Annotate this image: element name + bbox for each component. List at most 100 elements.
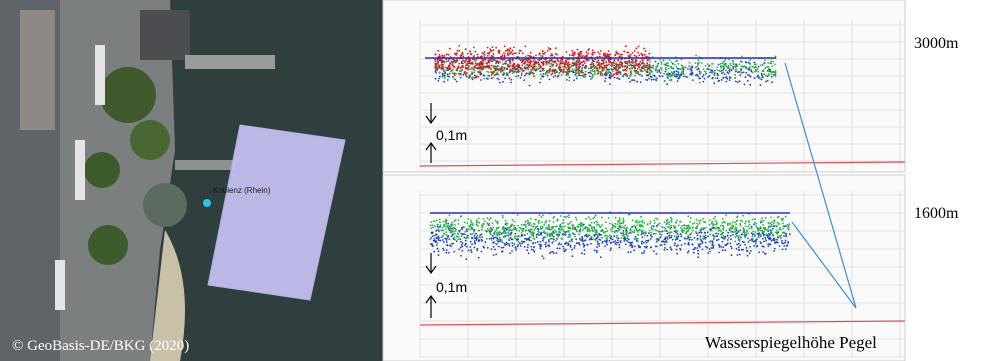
point: [631, 79, 634, 81]
point: [609, 60, 612, 63]
point: [455, 72, 457, 75]
point: [601, 72, 604, 75]
point: [645, 241, 648, 244]
point: [748, 252, 751, 255]
point: [638, 66, 640, 69]
point: [782, 242, 785, 245]
point: [663, 249, 666, 251]
point: [601, 236, 603, 239]
point: [616, 223, 619, 226]
point: [469, 50, 471, 53]
point: [460, 240, 462, 243]
point: [443, 232, 445, 235]
point: [556, 219, 559, 222]
point: [646, 62, 649, 65]
point: [617, 241, 620, 244]
point: [555, 230, 558, 233]
point: [494, 219, 497, 222]
point: [513, 224, 515, 227]
point: [756, 226, 758, 229]
point: [552, 225, 555, 228]
point: [709, 68, 712, 71]
point: [539, 241, 542, 243]
point: [713, 72, 716, 75]
point: [489, 233, 492, 236]
point: [733, 228, 736, 231]
point: [646, 68, 649, 70]
point: [465, 242, 467, 245]
point: [605, 221, 607, 224]
point: [575, 238, 578, 241]
point: [492, 226, 495, 229]
point: [605, 70, 608, 72]
point: [503, 71, 505, 74]
point: [514, 237, 516, 240]
point: [737, 249, 740, 252]
point: [542, 214, 544, 217]
point: [445, 231, 448, 234]
point: [771, 221, 773, 223]
point: [445, 228, 447, 230]
point: [647, 74, 649, 77]
point: [591, 66, 593, 69]
point: [604, 65, 606, 68]
point: [438, 66, 440, 68]
point: [510, 225, 512, 228]
point: [530, 69, 532, 71]
point: [686, 237, 688, 240]
point: [620, 225, 622, 228]
point: [679, 220, 681, 223]
point: [497, 60, 500, 63]
point: [737, 242, 740, 245]
point: [527, 73, 530, 75]
point: [750, 232, 753, 235]
point: [640, 242, 643, 245]
point: [484, 220, 486, 223]
point: [633, 69, 636, 72]
point: [660, 63, 663, 65]
point: [652, 64, 655, 67]
point: [471, 243, 473, 246]
point: [568, 235, 571, 237]
point: [574, 226, 577, 229]
point: [636, 229, 639, 232]
point: [432, 226, 434, 229]
point: [523, 62, 525, 65]
point: [515, 229, 518, 232]
point: [704, 71, 707, 73]
point: [699, 243, 702, 245]
point: [608, 71, 611, 74]
point: [535, 236, 538, 239]
point: [569, 63, 571, 66]
point: [644, 231, 647, 234]
point: [513, 46, 515, 49]
point: [548, 226, 550, 229]
point: [485, 62, 488, 64]
point: [494, 230, 497, 233]
point: [668, 79, 671, 81]
point: [734, 230, 737, 233]
point: [492, 66, 495, 69]
point: [493, 74, 496, 76]
point: [492, 246, 495, 248]
point: [667, 67, 670, 70]
point: [654, 60, 657, 63]
point: [466, 245, 468, 248]
point: [591, 77, 593, 79]
point: [766, 236, 769, 238]
point: [501, 241, 504, 244]
point: [511, 70, 513, 72]
point: [613, 76, 616, 79]
point: [746, 79, 749, 82]
point: [626, 73, 628, 76]
point: [551, 233, 554, 236]
point: [722, 71, 725, 74]
point: [492, 254, 495, 256]
point: [586, 243, 589, 246]
point: [623, 227, 626, 229]
point: [460, 68, 463, 71]
point: [563, 68, 565, 71]
point: [698, 61, 701, 64]
point: [711, 234, 714, 237]
point: [594, 229, 596, 232]
